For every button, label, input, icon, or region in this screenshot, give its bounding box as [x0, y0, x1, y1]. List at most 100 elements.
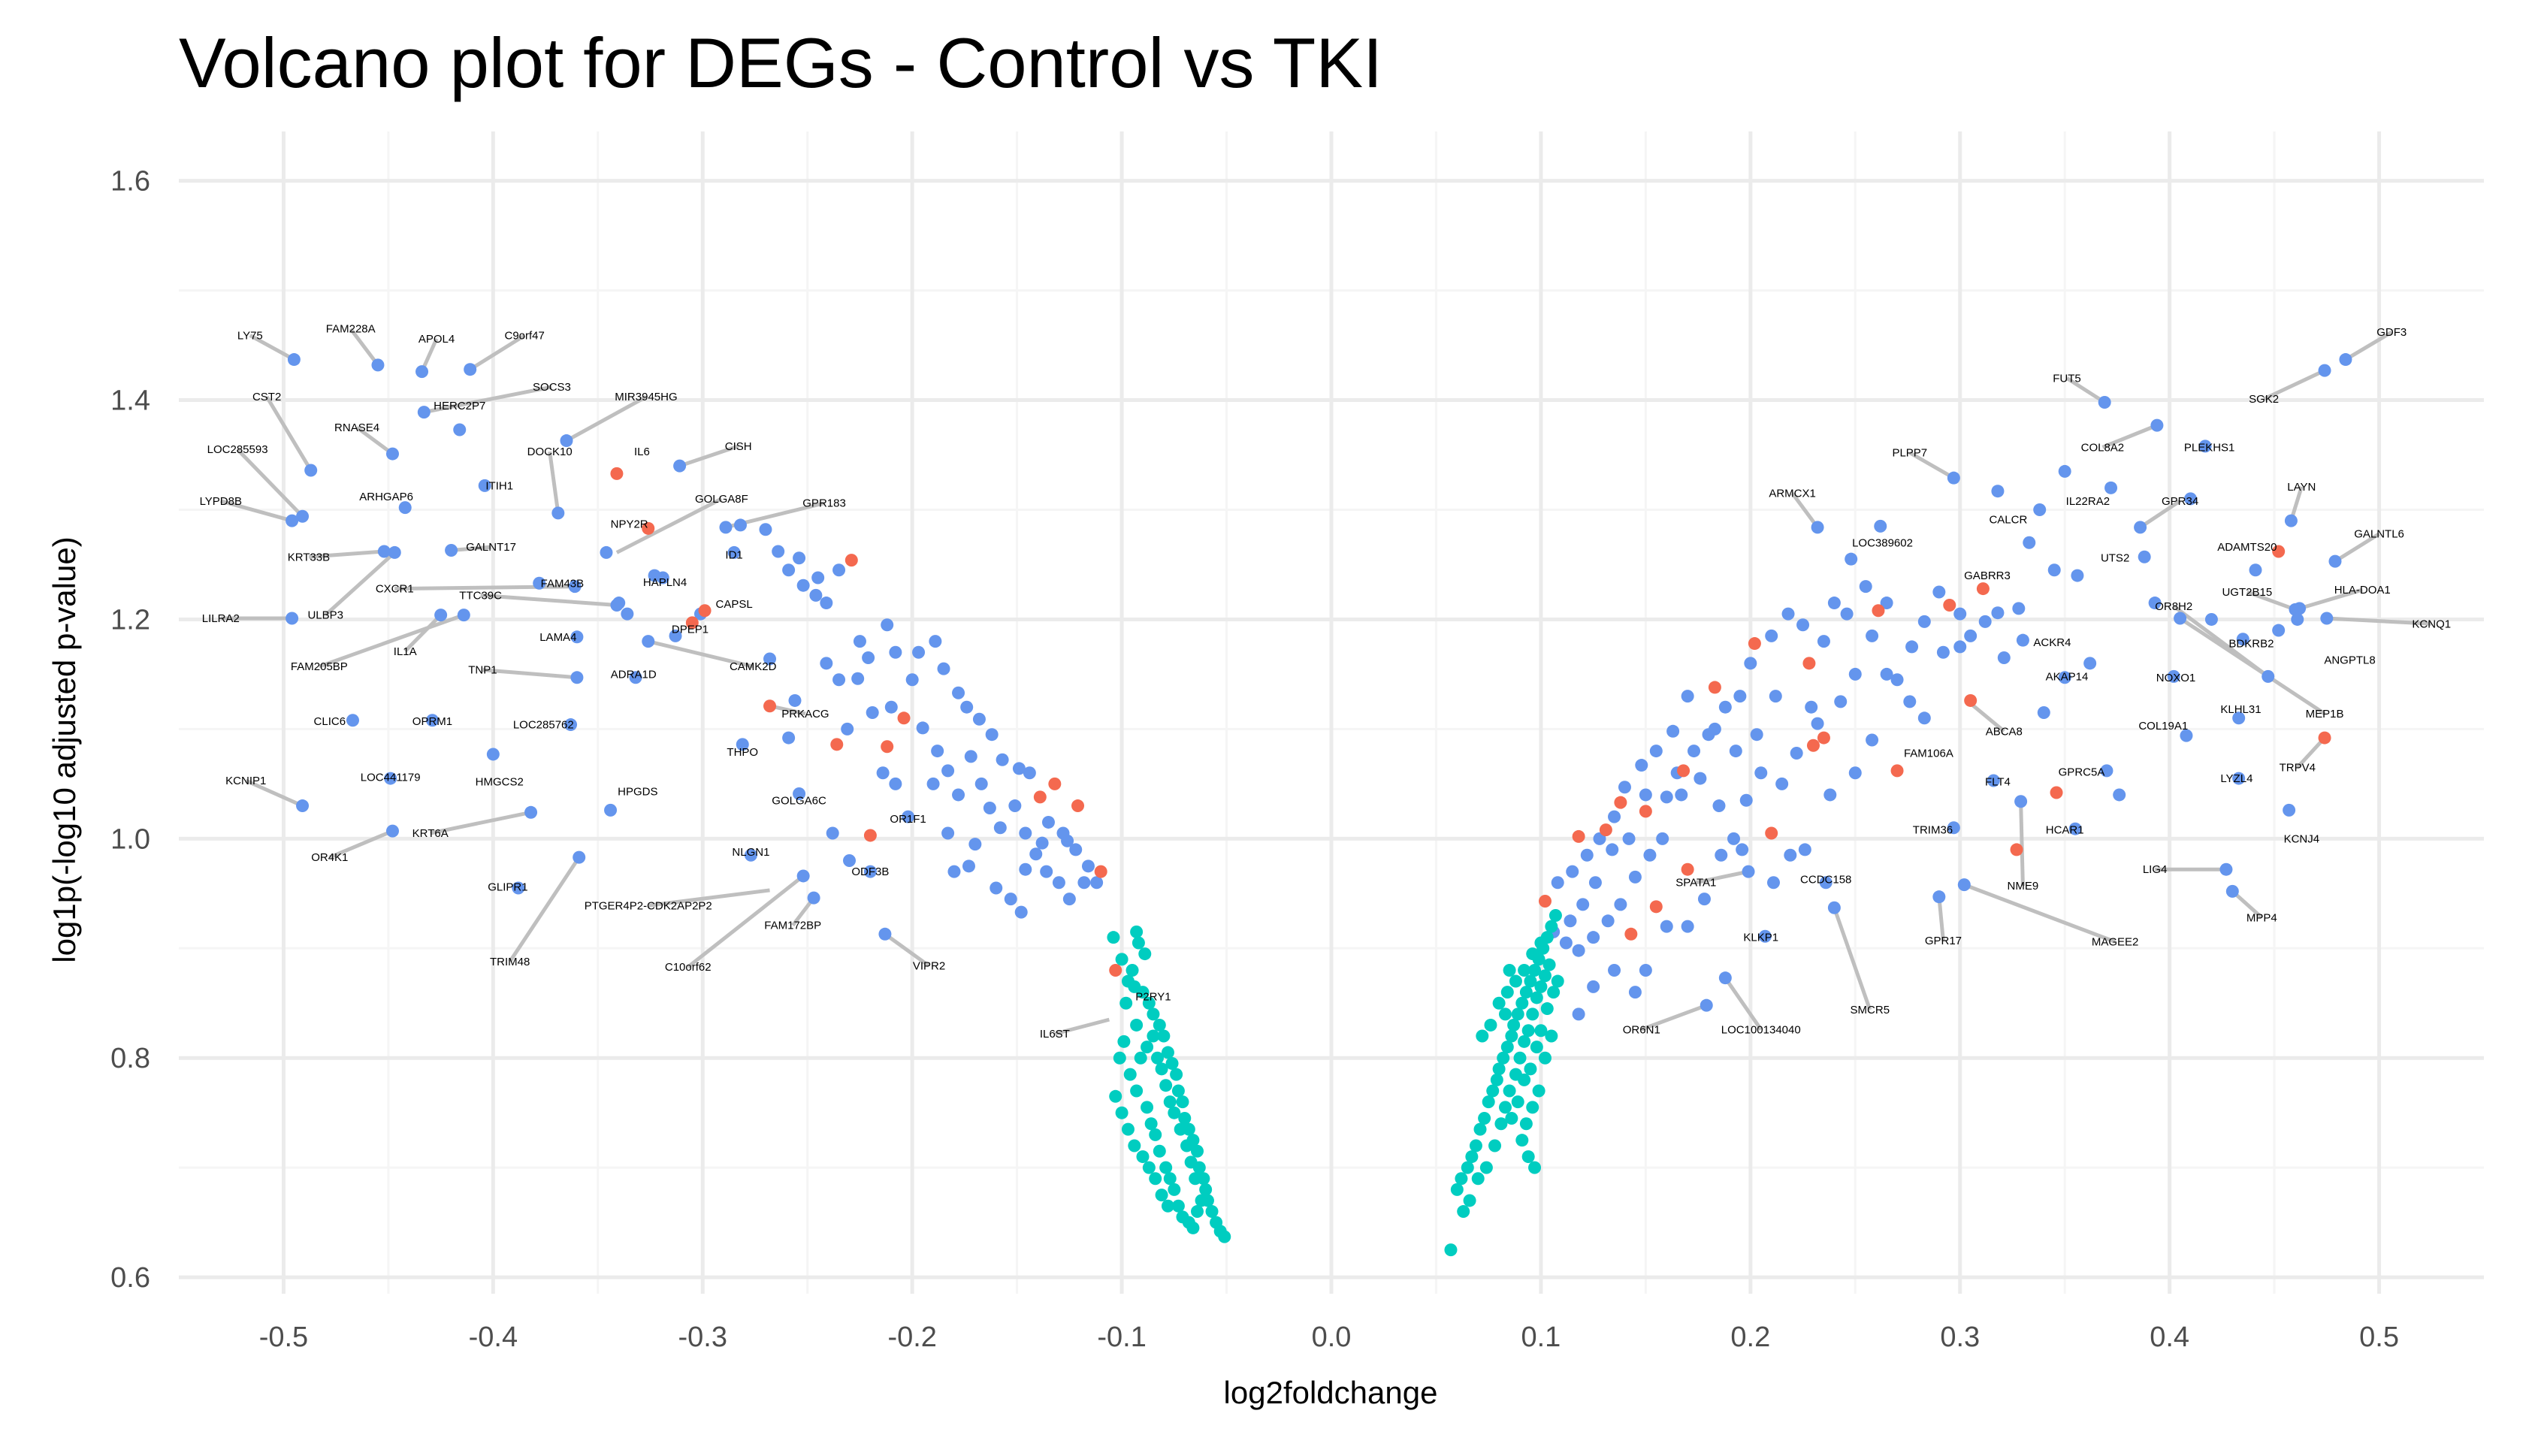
- data-point-teal: [1497, 1051, 1510, 1065]
- data-point-red: [610, 467, 624, 480]
- gene-label: LYZL4: [2220, 772, 2252, 785]
- data-point-blue: [841, 722, 854, 736]
- data-point-teal: [1542, 958, 1556, 971]
- data-point-blue: [1827, 597, 1841, 610]
- data-point-red: [1048, 777, 1062, 790]
- gene-label: NLGN1: [732, 846, 769, 859]
- data-point-teal: [1538, 969, 1552, 983]
- label-connector: [349, 328, 379, 367]
- gene-label: MAGEE2: [2092, 936, 2139, 949]
- data-point-teal: [1503, 963, 1516, 977]
- data-point-teal: [1488, 1139, 1502, 1152]
- gene-label: OPRM1: [412, 715, 452, 728]
- data-point-teal: [1199, 1183, 1213, 1196]
- gene-label: BDKRB2: [2228, 638, 2274, 651]
- data-point-blue: [287, 353, 301, 367]
- data-point-blue: [2219, 862, 2233, 876]
- data-point-blue: [1559, 936, 1573, 950]
- data-point-blue: [1041, 815, 1055, 829]
- gene-label: FAM228A: [326, 323, 376, 336]
- gene-label: KRT6A: [412, 827, 449, 840]
- data-point-blue: [1580, 848, 1594, 862]
- data-point-teal: [1205, 1205, 1219, 1219]
- gene-label: ID1: [725, 548, 742, 561]
- data-point-blue: [1866, 733, 1879, 747]
- gene-label: COL19A1: [2138, 720, 2188, 733]
- data-point-blue: [1790, 746, 1803, 760]
- gene-label: NME9: [2008, 880, 2039, 893]
- data-point-blue: [1766, 876, 1780, 890]
- label-connector: [423, 385, 552, 415]
- label-connector: [482, 668, 578, 680]
- data-point-blue: [377, 545, 391, 558]
- x-tick-label: -0.4: [469, 1322, 518, 1353]
- gene-label: LOC100134040: [1721, 1023, 1801, 1036]
- data-point-blue: [2262, 669, 2275, 683]
- gene-label: LILRA2: [202, 612, 240, 625]
- gene-label: LYPD8B: [200, 495, 242, 508]
- gene-label: GPR17: [1925, 935, 1962, 947]
- data-point-red: [1802, 657, 1816, 670]
- data-point-blue: [1622, 832, 1636, 845]
- data-point-blue: [1035, 836, 1049, 850]
- data-point-blue: [912, 645, 926, 659]
- label-connector: [2295, 736, 2326, 769]
- data-point-teal: [1484, 1018, 1497, 1032]
- data-point-blue: [385, 447, 399, 461]
- data-point-blue: [1090, 876, 1104, 890]
- data-point-blue: [304, 464, 318, 477]
- data-point-blue: [457, 609, 470, 622]
- gene-label: NOXO1: [2156, 672, 2196, 684]
- data-point-teal: [1171, 1084, 1185, 1098]
- y-tick-label: 1.2: [110, 604, 150, 636]
- data-point-blue: [1660, 790, 1673, 804]
- data-point-teal: [1469, 1139, 1482, 1152]
- data-point-blue: [2318, 364, 2331, 377]
- label-connector: [508, 856, 581, 963]
- data-point-blue: [1687, 745, 1701, 758]
- data-point-blue: [1012, 762, 1026, 775]
- data-point-teal: [1186, 1221, 1200, 1234]
- data-point-blue: [884, 700, 898, 714]
- data-point-blue: [985, 728, 999, 742]
- data-point-teal: [1115, 1106, 1129, 1119]
- data-point-blue: [902, 810, 915, 823]
- data-point-blue: [2037, 706, 2050, 719]
- data-point-blue: [1666, 724, 1680, 738]
- data-point-blue: [1932, 890, 1946, 904]
- data-point-teal: [1178, 1111, 1192, 1125]
- gene-label: GOLGA8F: [695, 493, 748, 506]
- data-point-blue: [1758, 929, 1772, 943]
- label-connector: [2246, 590, 2296, 612]
- data-point-teal: [1155, 1189, 1168, 1202]
- data-point-teal: [1500, 986, 1514, 999]
- data-point-blue: [962, 859, 975, 873]
- gene-label: AKAP14: [2046, 670, 2089, 683]
- data-point-teal: [1538, 1051, 1552, 1065]
- label-connector: [328, 829, 394, 859]
- data-point-teal: [1526, 1101, 1539, 1114]
- data-point-teal: [1494, 1117, 1508, 1131]
- label-connector: [394, 585, 576, 591]
- data-point-blue: [1675, 788, 1688, 802]
- data-point-teal: [1524, 974, 1537, 988]
- data-point-blue: [1964, 629, 1978, 642]
- data-point-blue: [1635, 759, 1648, 772]
- y-axis-label: log1p(-log10 adjusted p-value): [47, 536, 82, 962]
- data-point-teal: [1153, 1018, 1166, 1032]
- data-point-blue: [464, 363, 477, 376]
- x-axis-tick-labels: -0.5 -0.4 -0.3 -0.2 -0.1 0.0 0.1 0.2 0.3 0.4 0.5: [259, 1322, 2399, 1353]
- gene-label: MEP1B: [2306, 708, 2344, 720]
- data-point-blue: [533, 576, 546, 590]
- data-point-blue: [1587, 931, 1600, 944]
- data-point-blue: [385, 824, 399, 838]
- data-point-teal: [1161, 1046, 1174, 1059]
- gene-label: OR1F1: [890, 813, 926, 826]
- gene-label: FUT5: [2053, 372, 2081, 385]
- label-connector: [480, 593, 618, 607]
- data-point-teal: [1509, 974, 1522, 988]
- label-connector: [430, 810, 532, 835]
- data-point-blue: [1656, 832, 1669, 845]
- data-point-blue: [1618, 781, 1631, 794]
- gene-label: KCNJ4: [2284, 832, 2320, 845]
